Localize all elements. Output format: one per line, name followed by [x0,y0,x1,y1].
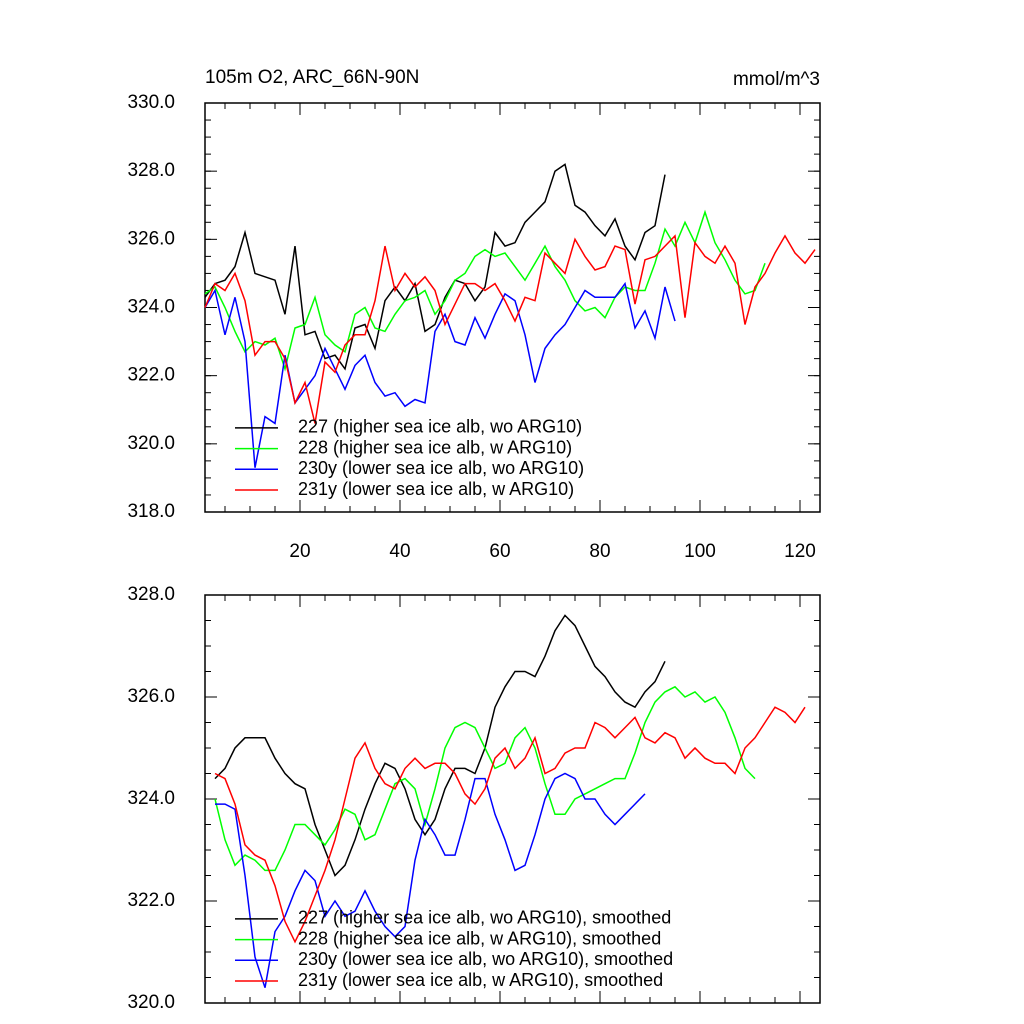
y-tick-label: 326.0 [127,686,175,707]
legend-label: 228 (higher sea ice alb, w ARG10) [298,437,572,457]
legend-label: 231y (lower sea ice alb, w ARG10) [298,479,574,499]
y-tick-label: 320.0 [127,433,175,454]
legend-label: 227 (higher sea ice alb, wo ARG10) [298,417,582,437]
y-tick-label: 320.0 [127,992,175,1013]
y-tick-label: 322.0 [127,890,175,911]
legend-label: 227 (higher sea ice alb, wo ARG10), smoo… [298,908,671,928]
series-line [204,163,666,371]
series-line [215,772,646,988]
x-tick-label: 40 [389,541,410,562]
series-line [204,281,676,468]
x-tick-label: 20 [289,541,310,562]
y-tick-label: 328.0 [127,584,175,605]
legend-label: 230y (lower sea ice alb, wo ARG10) [298,458,584,478]
series-line [214,614,666,877]
y-tick-label: 324.0 [127,297,175,318]
y-tick-label: 328.0 [127,160,175,181]
y-tick-label: 330.0 [127,92,175,113]
y-tick-label: 324.0 [127,788,175,809]
series-line [214,706,806,944]
x-tick-label: 120 [784,541,816,562]
x-tick-label: 60 [489,541,510,562]
y-tick-label: 322.0 [127,365,175,386]
units-label: mmol/m^3 [733,69,820,90]
series-line [204,234,816,424]
x-tick-label: 100 [684,541,716,562]
x-tick-label: 80 [589,541,610,562]
chart-title: 105m O2, ARC_66N-90N [205,67,419,88]
series-line [204,209,766,372]
series-line [214,685,756,872]
legend-label: 228 (higher sea ice alb, w ARG10), smoot… [298,928,661,948]
legend-label: 231y (lower sea ice alb, w ARG10), smoot… [298,970,663,990]
y-tick-label: 318.0 [127,501,175,522]
legend-label: 230y (lower sea ice alb, wo ARG10), smoo… [298,949,673,969]
y-tick-label: 326.0 [127,228,175,249]
